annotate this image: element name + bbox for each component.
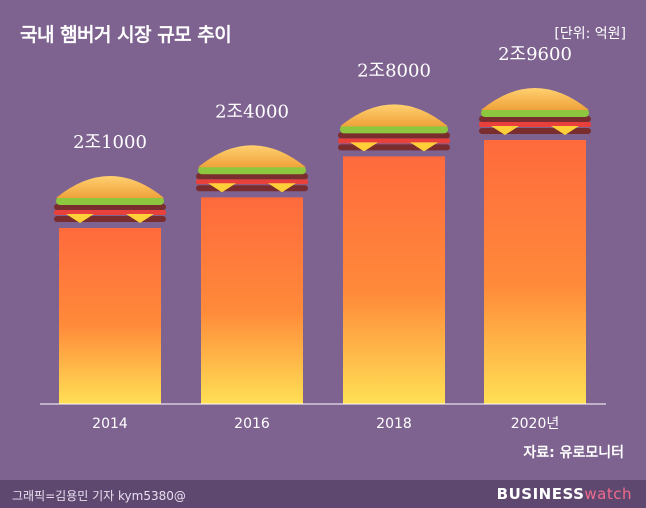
value-label: 2조9600: [498, 44, 572, 65]
value-label: 2조8000: [357, 60, 431, 81]
bar-chart: 2조1000 2014 2조4000 2016 2조8000 2018 2조9600 2020…: [40, 44, 606, 432]
graphic-credit: 그래픽=김용민 기자 kym5380@: [12, 489, 186, 503]
footer-bar: 그래픽=김용민 기자 kym5380@ BUSINESSwatch: [0, 480, 646, 508]
burger-patty-2: [479, 116, 591, 122]
x-tick-label: 2016: [234, 416, 270, 432]
bar-group-2018: 2조8000 2018: [338, 60, 450, 432]
burger-tomato: [479, 122, 591, 127]
burger-lettuce: [340, 125, 448, 134]
burger-tomato: [54, 210, 166, 215]
value-label: 2조1000: [73, 132, 147, 153]
burger-tomato: [196, 179, 308, 185]
bar: [201, 197, 303, 404]
burger-lettuce: [198, 166, 306, 175]
bar: [59, 228, 161, 404]
x-tick-label: 2014: [92, 416, 128, 432]
bar: [484, 140, 586, 404]
burger-lettuce: [56, 197, 164, 205]
burger-bun: [481, 88, 589, 110]
burger-patty-2: [338, 132, 450, 139]
burger-cheese: [66, 214, 154, 223]
brand-logo: BUSINESSwatch: [497, 485, 632, 503]
unit-label: [단위: 억원]: [554, 26, 626, 42]
burger-bun: [198, 145, 306, 168]
burger-tomato: [338, 138, 450, 144]
burger-cheese: [491, 126, 579, 135]
x-tick-label: 2020년: [511, 416, 560, 432]
burger-patty-2: [54, 204, 166, 210]
bar-group-2020년: 2조9600 2020년: [479, 44, 591, 432]
bar-group-2016: 2조4000 2016: [196, 101, 308, 432]
chart-title: 국내 햄버거 시장 규모 추이: [20, 24, 232, 46]
source-note: 자료: 유로모니터: [523, 445, 624, 461]
value-label: 2조4000: [215, 101, 289, 122]
burger-bun: [56, 176, 164, 198]
burger-cheese: [208, 183, 296, 193]
brand-light: watch: [584, 485, 632, 503]
burger-patty-2: [196, 173, 308, 180]
bar: [343, 156, 445, 404]
x-tick-label: 2018: [376, 416, 412, 432]
brand-bold: BUSINESS: [496, 485, 585, 503]
burger-bun: [340, 104, 448, 127]
burger-lettuce: [481, 109, 589, 117]
burger-cheese: [350, 142, 438, 152]
bar-group-2014: 2조1000 2014: [54, 132, 166, 432]
